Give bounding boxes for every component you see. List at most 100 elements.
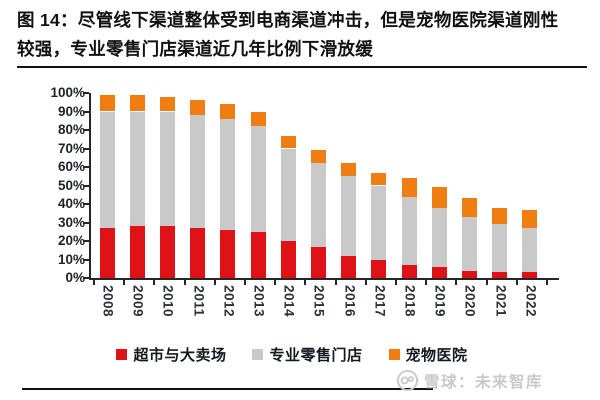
- x-tick: [274, 280, 277, 285]
- figure-title-line2: 较强，专业零售门店渠道近几年比例下滑放缓: [17, 39, 373, 59]
- bar-segment-专业零售门店-2022: [522, 228, 538, 273]
- stacked-bar-chart: 0% 10% 20% 30% 40% 50% 60% 70% 80% 90% 100% 2008 20…: [50, 85, 559, 317]
- y-tick-label: 40%: [57, 196, 85, 211]
- x-tick-label-2013: 2013: [251, 284, 267, 318]
- y-tick-label: 70%: [57, 140, 85, 156]
- bar-segment-专业零售门店-2016: [341, 176, 357, 256]
- x-tick: [92, 280, 95, 285]
- y-tick-label: 80%: [57, 122, 85, 137]
- x-tick-label-2014: 2014: [281, 284, 297, 318]
- x-tick-label-2008: 2008: [100, 284, 116, 318]
- watermark-text: 雪球：未来智库: [424, 373, 544, 391]
- bar-segment-专业零售门店-2011: [190, 115, 206, 229]
- bar-segment-超市与大卖场-2013: [250, 231, 266, 278]
- bar-segment-超市与大卖场-2015: [310, 246, 326, 278]
- bar-segment-专业零售门店-2021: [492, 224, 508, 273]
- watermark: 雪球：未来智库: [396, 369, 543, 392]
- bar-segment-超市与大卖场-2021: [492, 272, 508, 278]
- bar-segment-专业零售门店-2017: [371, 185, 387, 260]
- x-tick-label-2016: 2016: [342, 284, 358, 318]
- x-tick: [213, 280, 216, 285]
- title-underline: [17, 66, 587, 68]
- y-tick-label: 50%: [57, 177, 85, 193]
- legend-item: 超市与大卖场: [116, 344, 226, 365]
- figure-bottom-rule: [22, 388, 433, 390]
- y-tick-label: 0%: [65, 270, 85, 285]
- x-axis-line: [89, 278, 559, 280]
- x-tick-label-2015: 2015: [311, 284, 327, 318]
- x-tick-label-2017: 2017: [372, 284, 388, 318]
- x-tick: [304, 280, 307, 285]
- figure-title-line1: 图 14：尽管线下渠道整体受到电商渠道冲击，但是宠物医院渠道刚性: [17, 10, 559, 30]
- bar-segment-专业零售门店-2013: [250, 126, 266, 232]
- bar-segment-宠物医院-2022: [522, 209, 538, 229]
- bar-segment-专业零售门店-2020: [461, 216, 477, 271]
- y-tick-label: 10%: [57, 251, 85, 267]
- bar-segment-宠物医院-2020: [461, 198, 477, 217]
- y-tick-label: 20%: [57, 233, 85, 248]
- y-tick-label: 30%: [57, 214, 85, 230]
- y-tick: [83, 203, 89, 205]
- x-tick-label-2019: 2019: [432, 284, 448, 318]
- y-tick: [83, 240, 89, 242]
- bar-segment-宠物医院-2019: [431, 187, 447, 208]
- bar-segment-超市与大卖场-2010: [159, 226, 175, 278]
- bar-segment-超市与大卖场-2014: [280, 241, 296, 278]
- bar-segment-专业零售门店-2018: [401, 196, 417, 266]
- x-tick-label-2011: 2011: [191, 285, 207, 317]
- legend-item: 专业零售门店: [252, 344, 362, 365]
- y-tick: [83, 92, 89, 94]
- bar-segment-专业零售门店-2015: [310, 163, 326, 247]
- x-tick-label-2022: 2022: [523, 284, 539, 318]
- x-tick: [485, 280, 488, 285]
- x-tick: [425, 280, 428, 285]
- bar-segment-宠物医院-2008: [99, 94, 115, 112]
- legend-label: 专业零售门店: [269, 347, 363, 364]
- bar-segment-宠物医院-2018: [401, 178, 417, 197]
- bar-segment-宠物医院-2009: [129, 94, 145, 112]
- x-tick-label-2020: 2020: [462, 284, 478, 318]
- bar-segment-宠物医院-2011: [190, 100, 206, 116]
- y-tick: [83, 129, 89, 131]
- x-tick-label-2012: 2012: [221, 284, 237, 318]
- x-tick-label-2018: 2018: [402, 284, 418, 318]
- figure-title: 图 14：尽管线下渠道整体受到电商渠道冲击，但是宠物医院渠道刚性 较强，专业零售…: [17, 6, 589, 64]
- x-tick: [364, 280, 367, 285]
- bar-segment-专业零售门店-2012: [220, 118, 236, 230]
- y-tick-label: 60%: [57, 159, 85, 174]
- bar-segment-专业零售门店-2019: [431, 207, 447, 267]
- y-tick: [83, 110, 89, 113]
- bar-segment-超市与大卖场-2020: [461, 270, 477, 278]
- y-tick: [83, 221, 89, 224]
- bar-segment-宠物医院-2017: [371, 172, 387, 186]
- bar-segment-宠物医院-2021: [492, 207, 508, 225]
- x-tick: [123, 280, 126, 285]
- bar-segment-超市与大卖场-2009: [129, 226, 145, 278]
- chart-legend: 超市与大卖场 专业零售门店 宠物医院: [0, 344, 584, 365]
- bar-segment-超市与大卖场-2011: [190, 228, 206, 278]
- y-axis-line: [89, 93, 91, 280]
- x-tick-label-2021: 2021: [493, 284, 509, 318]
- y-tick-label: 100%: [50, 85, 85, 100]
- x-tick: [455, 280, 458, 285]
- bar-segment-超市与大卖场-2018: [401, 265, 417, 278]
- bar-segment-宠物医院-2015: [310, 150, 326, 164]
- bar-segment-宠物医院-2010: [159, 96, 175, 112]
- bar-segment-超市与大卖场-2022: [522, 272, 538, 278]
- bar-segment-超市与大卖场-2019: [431, 266, 447, 278]
- x-tick: [153, 280, 156, 285]
- x-tick: [334, 280, 337, 285]
- bar-segment-专业零售门店-2010: [159, 111, 175, 227]
- bar-segment-专业零售门店-2008: [99, 111, 115, 229]
- y-tick: [83, 184, 89, 187]
- legend-label: 宠物医院: [405, 347, 468, 364]
- x-tick-label-2009: 2009: [130, 284, 146, 318]
- bar-segment-超市与大卖场-2016: [341, 255, 357, 278]
- y-tick-label: 90%: [57, 103, 85, 119]
- legend-label: 超市与大卖场: [133, 347, 227, 364]
- legend-item: 宠物医院: [388, 344, 468, 365]
- x-tick: [545, 280, 548, 285]
- y-tick: [83, 258, 89, 261]
- y-tick: [83, 147, 89, 150]
- legend-swatch-icon: [116, 349, 128, 360]
